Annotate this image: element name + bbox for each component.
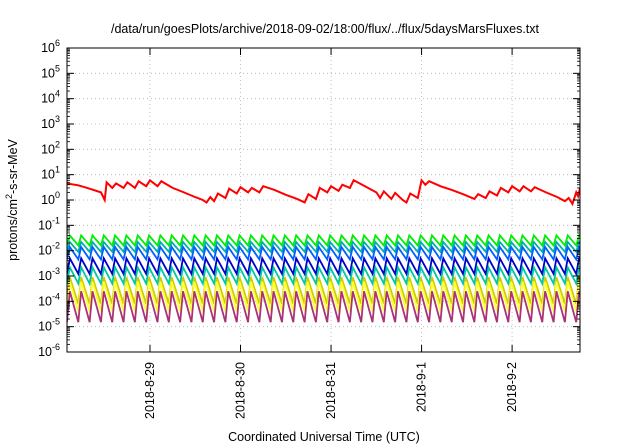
y-tick-label-base: 10 bbox=[38, 244, 52, 258]
y-tick-label: 102 bbox=[41, 139, 60, 156]
y-tick-label: 100 bbox=[41, 190, 60, 207]
y-tick-label-base: 10 bbox=[41, 193, 55, 207]
y-tick-label-base: 10 bbox=[38, 218, 52, 232]
y-tick-label-base: 10 bbox=[41, 66, 55, 80]
y-tick-label-base: 10 bbox=[38, 269, 52, 283]
y-tick-label-base: 10 bbox=[41, 142, 55, 156]
x-axis-label: Coordinated Universal Time (UTC) bbox=[228, 430, 420, 444]
y-tick-label-exponent: 1 bbox=[55, 165, 60, 175]
series-line-4 bbox=[67, 244, 580, 262]
series-layer bbox=[67, 178, 580, 323]
y-tick-label-exponent: 3 bbox=[55, 114, 60, 124]
series-line-8 bbox=[67, 281, 580, 312]
x-axis-ticks: 2018-8-29 2018-8-30 2018-8-31 2018-9-1 2018-… bbox=[143, 48, 519, 419]
series-line-5 bbox=[67, 255, 580, 277]
series-line-1 bbox=[67, 178, 580, 207]
y-tick-label-exponent: -4 bbox=[52, 291, 60, 301]
x-tick-label: 2018-8-29 bbox=[143, 362, 157, 419]
y-tick-label-exponent: -5 bbox=[52, 317, 60, 327]
series-line-6 bbox=[67, 264, 580, 287]
y-tick-label: 105 bbox=[41, 63, 60, 80]
y-tick-label-base: 10 bbox=[41, 92, 55, 106]
y-tick-label: 103 bbox=[41, 114, 60, 131]
y-tick-label-exponent: -2 bbox=[52, 241, 60, 251]
y-tick-label-base: 10 bbox=[38, 294, 52, 308]
y-tick-label-exponent: 5 bbox=[55, 63, 60, 73]
y-tick-label: 10-2 bbox=[38, 241, 60, 258]
x-tick-label: 2018-8-31 bbox=[324, 362, 338, 419]
y-tick-label-base: 10 bbox=[41, 168, 55, 182]
y-tick-label-base: 10 bbox=[41, 41, 55, 55]
y-tick-label-base: 10 bbox=[38, 320, 52, 334]
y-tick-label-exponent: -1 bbox=[52, 215, 60, 225]
y-tick-label: 104 bbox=[41, 89, 60, 106]
x-tick-label: 2018-8-30 bbox=[234, 362, 248, 419]
y-tick-label-exponent: 2 bbox=[55, 139, 60, 149]
y-tick-label: 10-3 bbox=[38, 266, 60, 283]
x-tick-label: 2018-9-1 bbox=[415, 362, 429, 412]
y-axis-ticks: 10-610-510-410-310-210-11001011021031041… bbox=[38, 38, 580, 359]
y-tick-label: 101 bbox=[41, 165, 60, 182]
y-axis-label-part: protons/cm bbox=[6, 199, 20, 261]
y-tick-label-base: 10 bbox=[38, 345, 52, 359]
series-line-2 bbox=[67, 233, 580, 248]
y-tick-label: 10-5 bbox=[38, 317, 60, 334]
y-axis-label-part: -s-sr-MeV bbox=[6, 138, 20, 194]
y-tick-label-exponent: -3 bbox=[52, 266, 60, 276]
y-tick-label-exponent: 4 bbox=[55, 89, 60, 99]
y-tick-label-base: 10 bbox=[41, 117, 55, 131]
y-tick-label-exponent: 6 bbox=[55, 38, 60, 48]
y-tick-label: 10-1 bbox=[38, 215, 60, 232]
y-tick-label: 10-6 bbox=[38, 342, 60, 359]
series-line-9 bbox=[67, 291, 580, 323]
y-tick-label-exponent: -6 bbox=[52, 342, 60, 352]
y-tick-label: 106 bbox=[41, 38, 60, 55]
y-tick-label: 10-4 bbox=[38, 291, 60, 308]
x-tick-label: 2018-9-2 bbox=[505, 362, 519, 412]
series-line-3 bbox=[67, 240, 580, 254]
y-axis-label-superscript: 2 bbox=[4, 194, 14, 199]
y-tick-label-exponent: 0 bbox=[55, 190, 60, 200]
series-group bbox=[67, 178, 580, 323]
y-axis-label: protons/cm2-s-sr-MeV bbox=[4, 138, 20, 260]
chart-title: /data/run/goesPlots/archive/2018-09-02/1… bbox=[111, 22, 540, 36]
